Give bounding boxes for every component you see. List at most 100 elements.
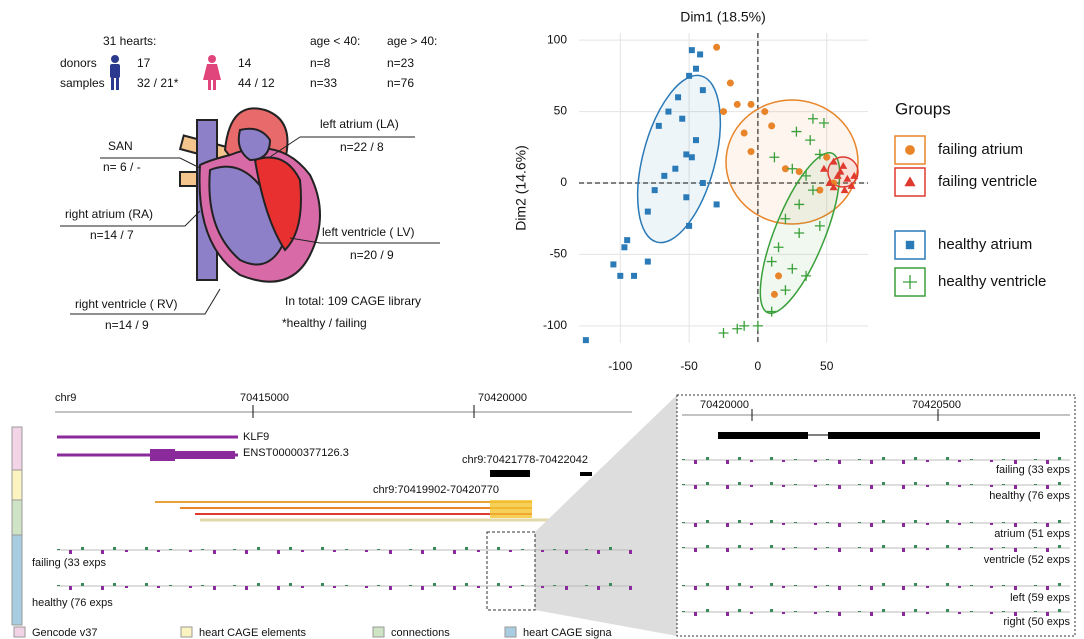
signal	[902, 612, 905, 616]
signal	[433, 583, 436, 586]
signal	[990, 612, 993, 614]
point	[843, 174, 852, 182]
signal	[453, 586, 456, 590]
signal	[946, 520, 949, 523]
signal	[914, 609, 917, 612]
signal	[706, 609, 709, 612]
signal	[101, 550, 104, 554]
point	[903, 275, 917, 289]
point	[692, 137, 699, 144]
signal	[1046, 548, 1049, 552]
signal	[826, 547, 829, 548]
signal	[521, 585, 524, 586]
cell: 17	[137, 56, 151, 70]
signal	[157, 550, 160, 552]
signal	[882, 583, 885, 586]
point	[752, 320, 763, 331]
point	[791, 126, 802, 137]
signal	[706, 583, 709, 586]
signal	[245, 586, 248, 590]
region	[490, 470, 530, 477]
signal	[858, 585, 861, 586]
y-axis-title: Dim2 (14.6%)	[513, 145, 529, 231]
signal	[958, 460, 961, 462]
signal	[1058, 457, 1061, 460]
signal	[782, 612, 785, 614]
signal	[1034, 585, 1037, 586]
point	[651, 187, 658, 194]
chamber-n: n=22 / 8	[340, 140, 384, 154]
signal	[365, 550, 368, 552]
point	[740, 129, 748, 137]
chamber-name: SAN	[108, 139, 133, 153]
signal	[157, 586, 160, 588]
signal	[57, 549, 60, 550]
signal	[926, 460, 929, 462]
point	[794, 199, 805, 210]
signal	[81, 547, 84, 550]
signal	[958, 523, 961, 525]
side-bar	[11, 469, 23, 501]
signal	[750, 548, 753, 550]
genome-browser: chr9 70415000 70420000 KLF9 ENST00000377…	[11, 392, 677, 639]
point	[905, 145, 915, 155]
signal	[838, 523, 841, 527]
signal	[882, 482, 885, 485]
region-label: chr9:70419902-70420770	[373, 484, 499, 496]
track-label: healthy (76 exps	[989, 490, 1070, 502]
signal	[1058, 583, 1061, 586]
coord: 70420000	[478, 392, 527, 404]
signal	[1002, 522, 1005, 523]
signal	[706, 457, 709, 460]
signal	[421, 586, 424, 590]
signal	[750, 586, 753, 588]
callout-lines	[60, 136, 440, 315]
signal	[882, 609, 885, 612]
signal	[770, 545, 773, 548]
signal	[477, 550, 480, 552]
point	[644, 258, 651, 265]
point	[739, 320, 750, 331]
signal	[345, 585, 348, 586]
signal	[750, 612, 753, 614]
signal	[970, 611, 973, 612]
signal	[882, 545, 885, 548]
point	[904, 176, 916, 187]
signal	[1058, 520, 1061, 523]
point	[818, 118, 829, 128]
signal	[726, 485, 729, 489]
signal	[838, 460, 841, 464]
point	[718, 328, 729, 338]
signal	[882, 520, 885, 523]
signal	[794, 585, 797, 586]
legend-label: connections	[391, 627, 450, 639]
track-label: right (50 exps	[1003, 616, 1070, 628]
point	[829, 157, 838, 165]
header: age < 40:	[310, 34, 360, 48]
signal	[233, 549, 236, 550]
signal	[738, 609, 741, 612]
signal	[169, 585, 172, 586]
legend-title: Groups	[895, 99, 951, 118]
point	[836, 167, 845, 175]
signal	[726, 460, 729, 464]
signal	[926, 523, 929, 525]
male-icon	[110, 55, 120, 90]
point	[794, 228, 805, 238]
signal	[826, 459, 829, 460]
signal	[958, 586, 961, 588]
signal	[682, 585, 685, 586]
legend-label: failing ventricle	[938, 173, 1037, 190]
point	[775, 272, 783, 280]
legend-swatch	[180, 626, 193, 638]
signal	[682, 484, 685, 485]
signal	[629, 550, 632, 554]
point	[699, 180, 706, 186]
signal	[585, 585, 588, 586]
signal	[814, 460, 817, 462]
point	[644, 208, 651, 215]
signal	[726, 548, 729, 552]
signal	[421, 550, 424, 554]
signal	[565, 586, 568, 590]
chamber-name: left ventricle ( LV)	[322, 225, 414, 239]
